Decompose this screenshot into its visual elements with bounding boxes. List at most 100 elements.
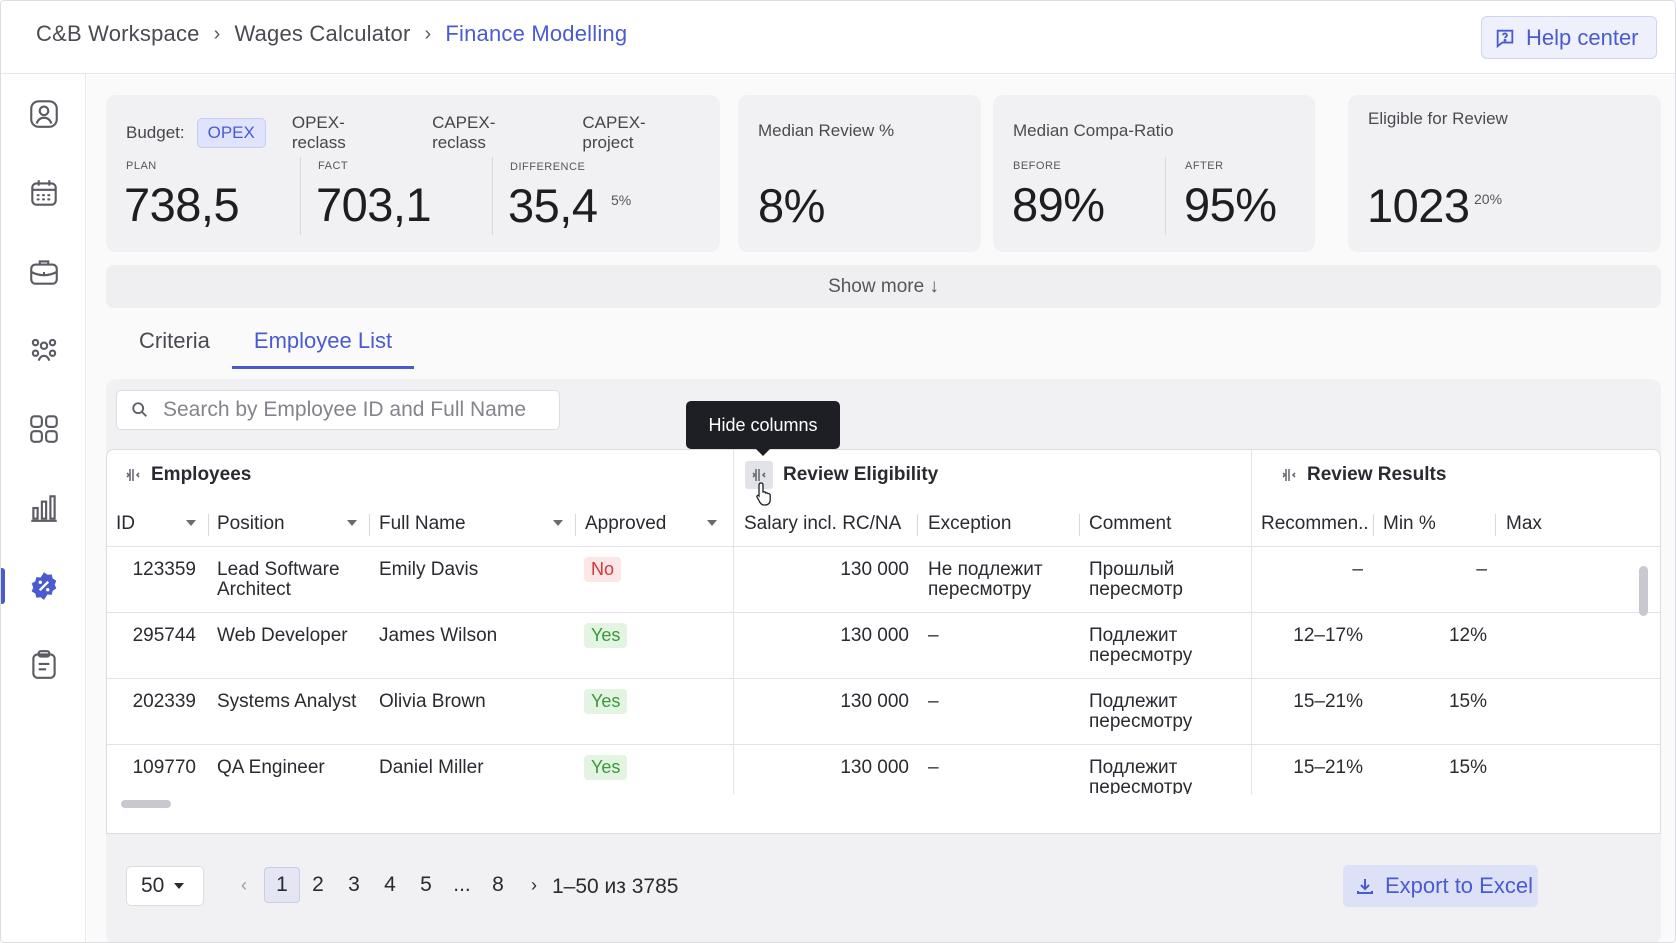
median-review-title: Median Review % — [758, 121, 895, 140]
status-badge: Yes — [584, 689, 628, 714]
sidebar-item-compensation[interactable] — [1, 556, 86, 616]
column-header-approved[interactable]: Approved — [585, 502, 727, 546]
sort-caret-icon[interactable] — [186, 520, 196, 526]
calendar-icon — [30, 180, 57, 206]
collapse-columns-icon[interactable] — [1281, 467, 1297, 483]
clipboard-icon — [31, 650, 56, 679]
sidebar-item-briefcase[interactable] — [1, 242, 86, 302]
collapse-columns-icon — [752, 469, 766, 481]
employee-table: Employees Review Eligibility Review Resu… — [106, 449, 1661, 834]
export-to-excel-button[interactable]: Export to Excel — [1343, 865, 1538, 907]
next-page-button[interactable]: › — [531, 874, 537, 895]
chevron-right-icon: › — [213, 22, 221, 45]
after-value: 95% — [1184, 178, 1277, 231]
column-header-id[interactable]: ID — [116, 502, 206, 546]
divider — [1495, 514, 1496, 536]
breadcrumb-wages-calculator[interactable]: Wages Calculator — [234, 21, 411, 46]
breadcrumb-workspace[interactable]: C&B Workspace — [36, 21, 200, 46]
vertical-scrollbar[interactable] — [1639, 566, 1648, 616]
sidebar-item-apps[interactable] — [1, 399, 86, 459]
column-header-full-name[interactable]: Full Name — [379, 502, 573, 546]
budget-card: Budget: OPEX OPEX-reclass CAPEX-reclass … — [106, 95, 720, 252]
pagination-range: 1–50 из 3785 — [552, 875, 679, 898]
cell-salary: 130 000 — [840, 625, 909, 646]
cell-position: QA Engineer — [217, 757, 325, 778]
column-max-label: Max — [1506, 513, 1542, 534]
budget-chip-capex-project[interactable]: CAPEX-project — [582, 113, 646, 152]
group-employees-label: Employees — [151, 464, 252, 485]
status-badge: Yes — [584, 755, 628, 780]
column-header-position[interactable]: Position — [217, 502, 367, 546]
team-icon — [31, 338, 56, 362]
sort-caret-icon[interactable] — [707, 520, 717, 526]
tab-criteria[interactable]: Criteria — [139, 328, 210, 353]
cell-id: 123359 — [132, 559, 196, 580]
sidebar-item-analytics[interactable] — [1, 478, 86, 538]
divider — [1165, 157, 1166, 235]
page-1-button[interactable]: 1 — [264, 867, 300, 903]
column-salary-label: Salary incl. RC/NA — [744, 513, 902, 534]
cell-recommended: – — [1352, 559, 1363, 580]
sort-caret-icon[interactable] — [553, 520, 563, 526]
sidebar-item-profile[interactable] — [1, 84, 86, 144]
divider — [107, 546, 1660, 547]
apps-icon — [29, 415, 58, 443]
column-header-recommended[interactable]: Recommen.. — [1261, 502, 1369, 546]
column-header-max[interactable]: Max — [1506, 502, 1546, 546]
page-3-button[interactable]: 3 — [348, 873, 360, 896]
column-header-exception[interactable]: Exception — [928, 502, 1011, 546]
cell-min: 12% — [1448, 625, 1487, 646]
cell-position: Lead Software Architect — [217, 559, 340, 600]
search-input[interactable]: Search by Employee ID and Full Name — [116, 390, 560, 430]
median-review-value: 8% — [758, 179, 825, 232]
budget-chip-opex-reclass[interactable]: OPEX-reclass — [291, 113, 346, 152]
before-value: 89% — [1012, 178, 1105, 231]
column-header-salary[interactable]: Salary incl. RC/NA — [744, 502, 901, 546]
column-header-comment[interactable]: Comment — [1089, 502, 1171, 546]
divider — [369, 514, 370, 536]
group-divider — [1251, 450, 1252, 833]
sidebar-item-tasks[interactable] — [1, 635, 86, 695]
cell-exception: – — [928, 625, 939, 646]
compa-ratio-title: Median Compa-Ratio — [1013, 121, 1174, 140]
cell-recommended: 15–21% — [1293, 757, 1363, 778]
plan-label: PLAN — [126, 160, 157, 172]
cell-comment: Подлежит пересмотру — [1089, 757, 1193, 798]
download-icon — [1357, 879, 1373, 894]
budget-chip-opex[interactable]: OPEX — [196, 118, 266, 148]
show-more-button[interactable]: Show more ↓ — [106, 265, 1661, 308]
page-2-button[interactable]: 2 — [312, 873, 324, 896]
discount-badge-icon — [31, 572, 56, 600]
cell-recommended: 12–17% — [1293, 625, 1363, 646]
page-8-button[interactable]: 8 — [492, 873, 504, 896]
sidebar-item-team[interactable] — [1, 320, 86, 380]
difference-label: DIFFERENCE — [510, 161, 586, 173]
column-header-min[interactable]: Min % — [1383, 502, 1436, 546]
briefcase-icon — [29, 260, 58, 285]
cell-min: – — [1476, 559, 1487, 580]
group-review-results: Review Results — [1281, 450, 1446, 500]
sort-caret-icon[interactable] — [347, 520, 357, 526]
help-center-button[interactable]: Help center — [1481, 16, 1657, 59]
prev-page-button[interactable]: ‹ — [241, 874, 247, 895]
group-review-eligibility: Review Eligibility — [745, 450, 938, 500]
eligible-value: 1023 — [1367, 179, 1470, 232]
cell-salary: 130 000 — [840, 691, 909, 712]
page-size-select[interactable]: 50 — [126, 866, 204, 906]
cell-salary: 130 000 — [840, 559, 909, 580]
horizontal-scrollbar[interactable] — [121, 800, 171, 808]
top-bar: C&B Workspace › Wages Calculator › Finan… — [1, 1, 1675, 74]
sidebar-item-calendar[interactable] — [1, 163, 86, 223]
collapse-columns-icon[interactable] — [125, 467, 141, 483]
column-name-label: Full Name — [379, 513, 466, 534]
budget-chip-capex-reclass[interactable]: CAPEX-reclass — [432, 113, 496, 152]
eligible-percent: 20% — [1474, 191, 1503, 207]
page-5-button[interactable]: 5 — [420, 873, 432, 896]
divider — [107, 612, 1660, 613]
divider — [107, 678, 1660, 679]
table-clip — [107, 794, 1660, 833]
user-icon — [29, 100, 58, 128]
page-4-button[interactable]: 4 — [384, 873, 396, 896]
tab-employee-list[interactable]: Employee List — [231, 323, 415, 369]
